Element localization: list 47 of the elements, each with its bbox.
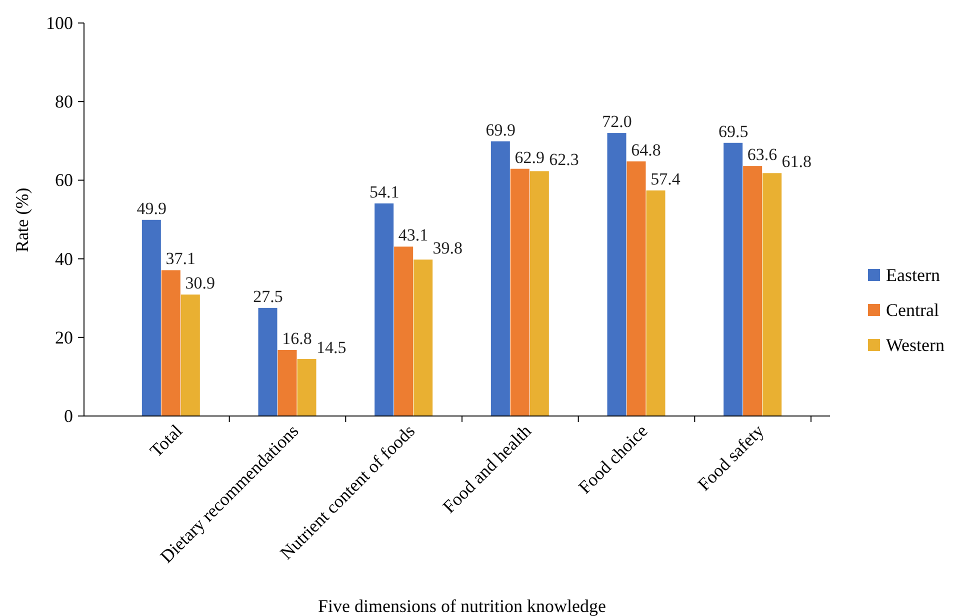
y-tick-label: 80 bbox=[55, 92, 73, 112]
text: 37.1 bbox=[166, 249, 196, 268]
y-tick-label: 60 bbox=[55, 170, 73, 190]
bar bbox=[297, 359, 316, 416]
text: 16.8 bbox=[282, 328, 312, 348]
legend-label: Eastern bbox=[886, 265, 940, 285]
bar bbox=[278, 350, 297, 416]
bar bbox=[724, 142, 743, 416]
bar bbox=[607, 133, 626, 416]
bar bbox=[530, 171, 549, 416]
text: 43.1 bbox=[398, 226, 428, 245]
y-tick-label: 40 bbox=[55, 248, 73, 269]
text: 30.9 bbox=[185, 274, 215, 293]
bar bbox=[180, 294, 200, 416]
bar bbox=[414, 260, 433, 416]
bar bbox=[743, 166, 762, 416]
y-tick-label: 20 bbox=[55, 327, 73, 348]
text: 14.5 bbox=[316, 338, 346, 358]
bar bbox=[762, 173, 782, 416]
y-axis-title: Rate (%) bbox=[12, 188, 32, 252]
bar bbox=[646, 190, 666, 416]
bar bbox=[626, 161, 646, 416]
text: 61.8 bbox=[782, 152, 812, 172]
bar bbox=[374, 203, 394, 416]
bar bbox=[394, 246, 414, 416]
bar bbox=[161, 270, 180, 416]
bar bbox=[142, 220, 161, 416]
text: 62.9 bbox=[514, 148, 544, 167]
text: 69.9 bbox=[486, 120, 516, 140]
text: 62.3 bbox=[549, 150, 579, 170]
bar bbox=[510, 168, 530, 416]
text: 39.8 bbox=[432, 238, 463, 258]
legend-label: Central bbox=[886, 300, 939, 320]
text: 49.9 bbox=[136, 198, 167, 218]
text: 69.5 bbox=[718, 122, 748, 141]
text: 72.0 bbox=[602, 112, 632, 132]
bar bbox=[258, 308, 278, 416]
text: 57.4 bbox=[650, 169, 680, 188]
x-axis-title: Five dimensions of nutrition knowledge bbox=[318, 596, 606, 616]
text: 64.8 bbox=[631, 140, 661, 160]
text: 27.5 bbox=[253, 286, 283, 306]
text: 54.1 bbox=[369, 182, 400, 202]
bar bbox=[490, 141, 510, 416]
text: 63.6 bbox=[747, 145, 778, 164]
y-tick-label: 0 bbox=[64, 406, 73, 426]
legend-label: Western bbox=[886, 335, 945, 355]
y-tick-label: 100 bbox=[46, 13, 73, 33]
